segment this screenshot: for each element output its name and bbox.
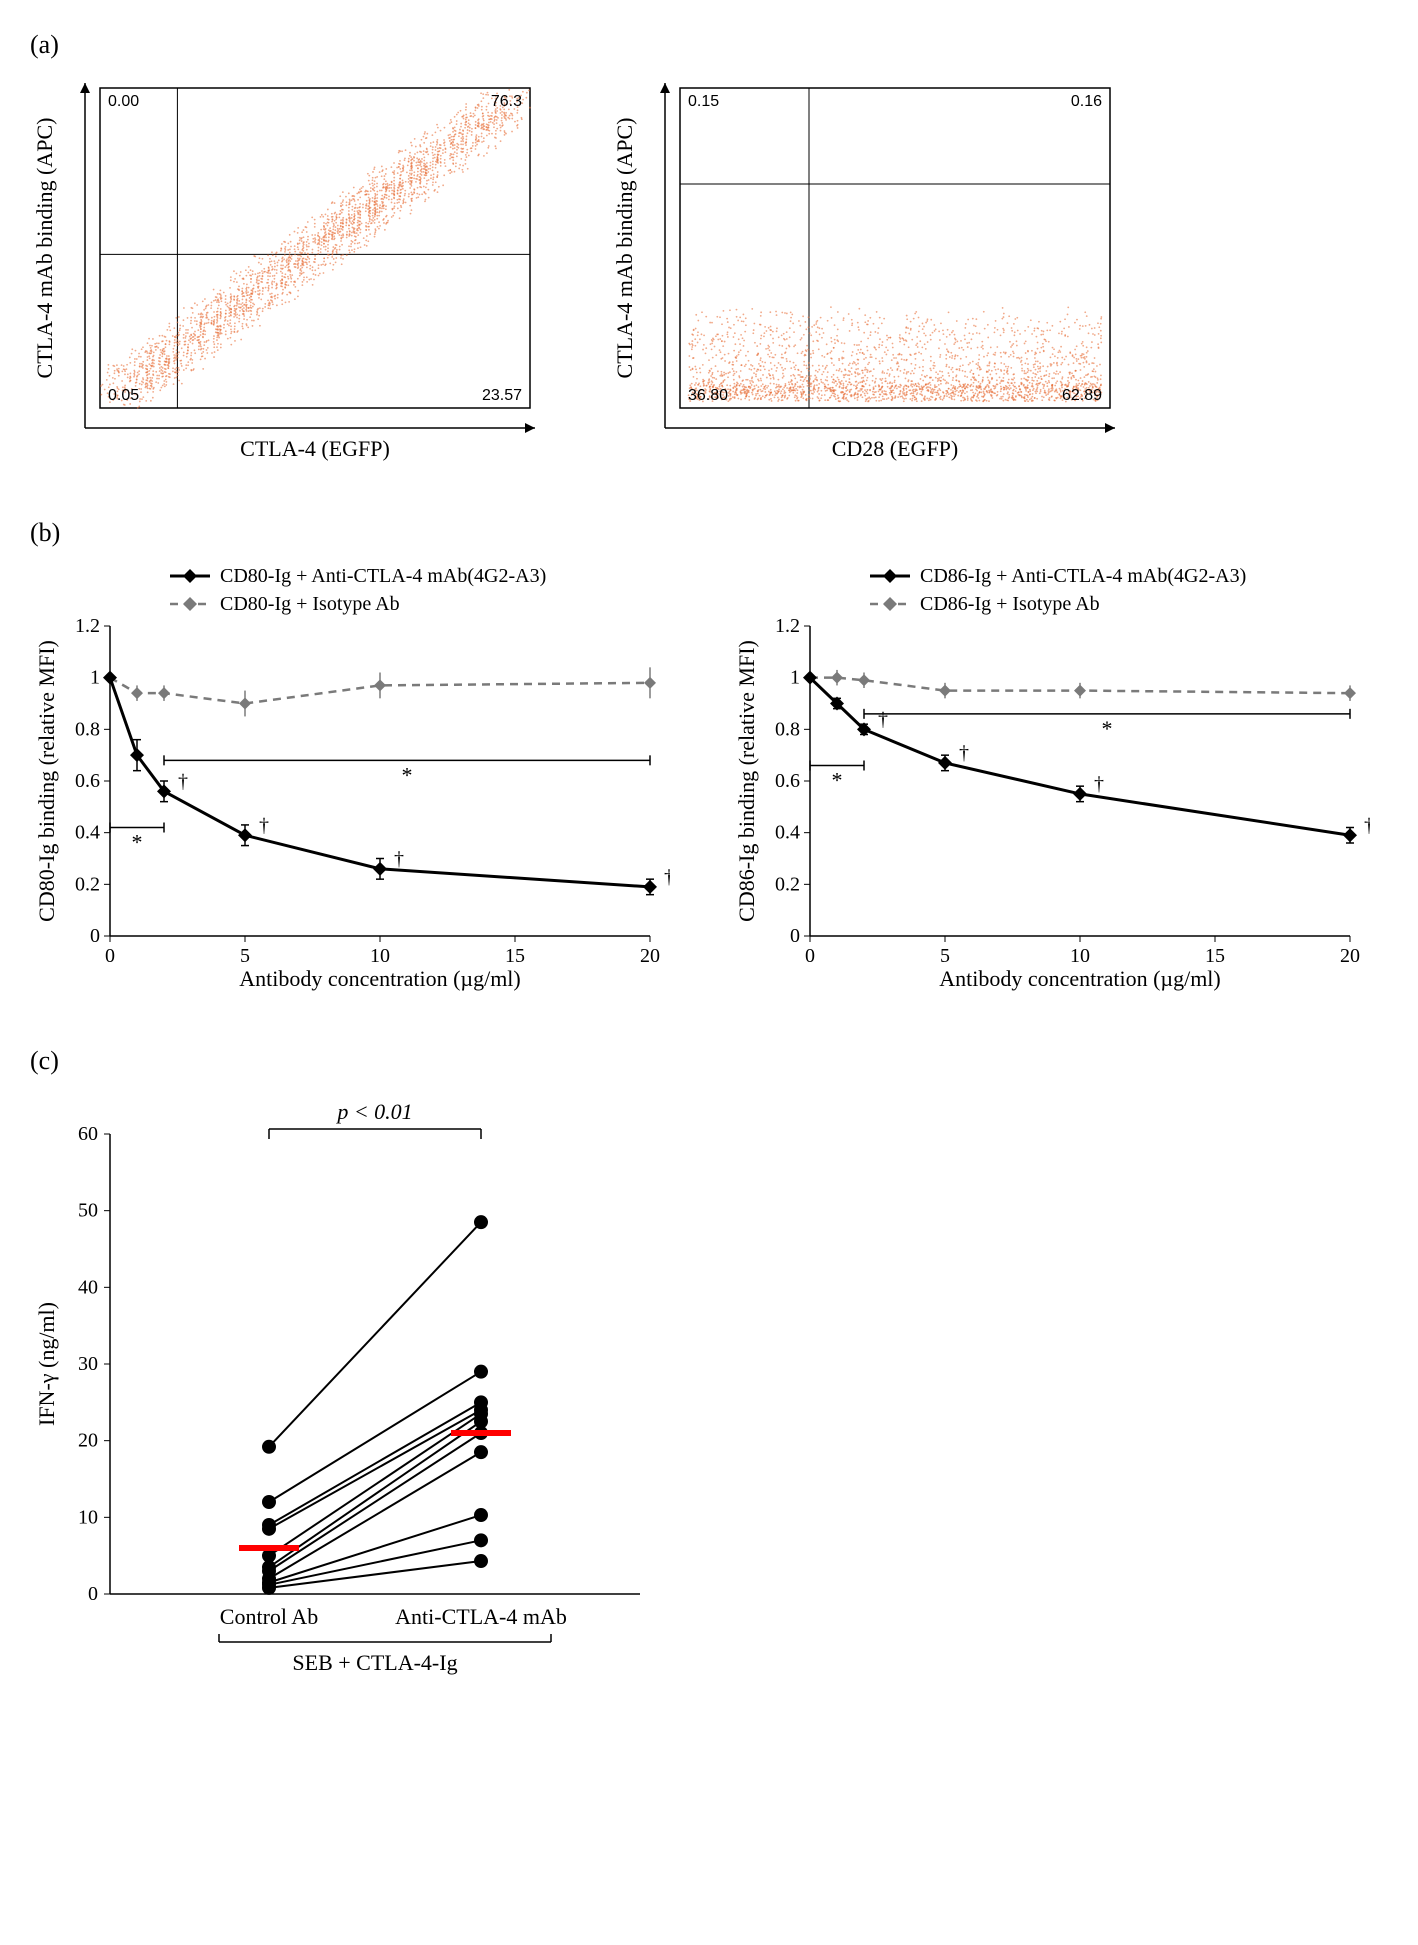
panel-a-label: (a) <box>30 30 1388 60</box>
panel-c-label: (c) <box>30 1046 1388 1076</box>
svg-text:0.00: 0.00 <box>108 93 139 110</box>
svg-text:23.57: 23.57 <box>482 387 522 404</box>
svg-text:76.3: 76.3 <box>491 93 522 110</box>
panel-a: (a) 0.00 76.3 0.05 23.57 CTLA-4 (EGFP) CTLA-4… <box>30 30 1388 468</box>
facs-plot-cd28: 0.150.1636.8062.89CD28 (EGFP)CTLA-4 mAb … <box>610 68 1130 468</box>
panel-c: (c) 0102030405060p < 0.01Control AbAnti-… <box>30 1046 1388 1704</box>
facs-plot-ctla4: 0.00 76.3 0.05 23.57 CTLA-4 (EGFP) CTLA-4 mAb… <box>30 68 550 468</box>
cd86-chart: 00.20.40.60.811.205101520††††**CD86-Ig +… <box>730 556 1370 996</box>
svg-text:0.05: 0.05 <box>108 387 139 404</box>
svg-text:CTLA-4 mAb binding (APC): CTLA-4 mAb binding (APC) <box>32 118 57 379</box>
panel-b-label: (b) <box>30 518 1388 548</box>
panel-b: (b) 00.20.40.60.811.205101520††††**CD80-… <box>30 518 1388 996</box>
ifn-gamma-chart: 0102030405060p < 0.01Control AbAnti-CTLA… <box>30 1084 670 1704</box>
svg-text:CTLA-4 (EGFP): CTLA-4 (EGFP) <box>240 436 390 461</box>
cd80-chart: 00.20.40.60.811.205101520††††**CD80-Ig +… <box>30 556 670 996</box>
